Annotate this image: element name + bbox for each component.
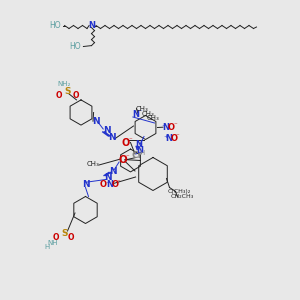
Text: +: +	[164, 134, 169, 139]
Text: N: N	[103, 126, 111, 135]
Text: Cr: Cr	[132, 151, 143, 160]
Text: O: O	[122, 137, 130, 148]
Text: ⁻: ⁻	[139, 110, 142, 116]
Text: N: N	[162, 123, 169, 132]
Text: HO: HO	[50, 21, 61, 30]
Text: S: S	[61, 230, 68, 238]
Text: CH₃: CH₃	[87, 160, 99, 166]
Text: N: N	[82, 180, 89, 189]
Text: S: S	[64, 87, 71, 96]
Text: O: O	[100, 180, 107, 189]
Text: N: N	[108, 133, 116, 142]
Text: O: O	[52, 232, 59, 242]
Text: ⁻: ⁻	[117, 179, 121, 185]
Text: N: N	[106, 180, 114, 189]
Text: O: O	[67, 233, 74, 242]
Text: +: +	[161, 123, 166, 128]
Text: C(CH₃)₂: C(CH₃)₂	[167, 189, 190, 194]
Text: CH₃: CH₃	[136, 106, 149, 112]
Text: ⁻: ⁻	[129, 137, 132, 143]
Text: N: N	[132, 110, 140, 119]
Text: CH₃: CH₃	[142, 111, 155, 117]
Text: CH₃: CH₃	[147, 116, 159, 122]
Text: N: N	[104, 172, 112, 182]
Text: N: N	[135, 140, 142, 149]
Text: N: N	[92, 117, 100, 126]
Text: ⁻: ⁻	[125, 154, 129, 160]
Text: N: N	[165, 134, 172, 143]
Text: HO: HO	[69, 42, 81, 51]
Text: ⁻: ⁻	[173, 122, 177, 128]
Text: ⁻: ⁻	[176, 134, 180, 140]
Text: N: N	[88, 21, 95, 30]
Text: O: O	[55, 91, 62, 100]
Text: O: O	[168, 123, 175, 132]
Text: +: +	[105, 180, 110, 185]
Text: CH₂CH₃: CH₂CH₃	[170, 194, 194, 199]
Text: O: O	[72, 91, 79, 100]
Text: O: O	[171, 134, 178, 143]
Text: H: H	[45, 244, 50, 250]
Text: N: N	[109, 167, 117, 176]
Text: N: N	[136, 146, 143, 155]
Text: NH₂: NH₂	[58, 81, 71, 87]
Text: O: O	[118, 154, 127, 165]
Text: NH: NH	[47, 240, 58, 246]
Text: O: O	[112, 180, 119, 189]
Text: H: H	[140, 150, 145, 156]
